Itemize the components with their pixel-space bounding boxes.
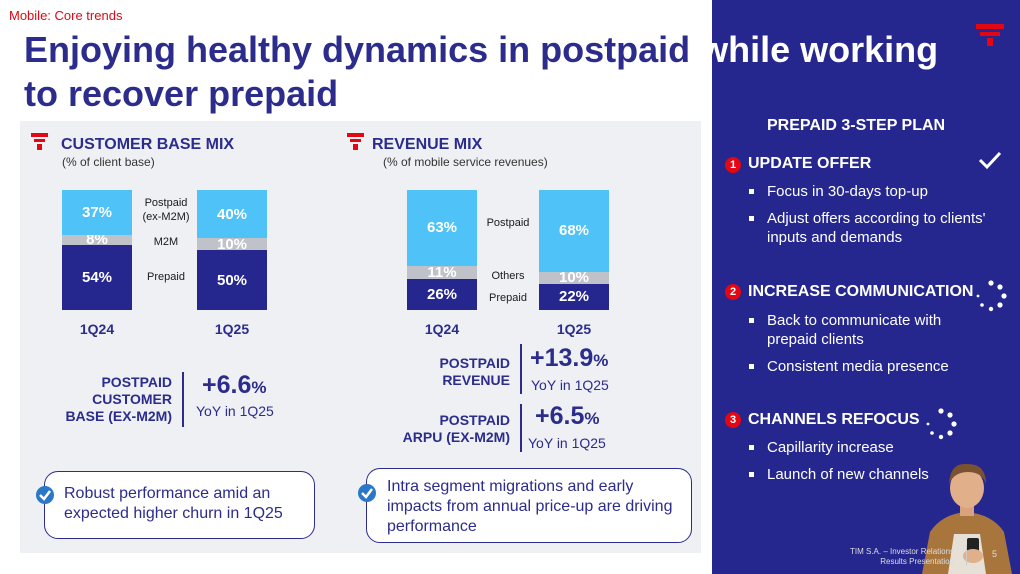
- kpi-postpaid-arpu-label: POSTPAID ARPU (EX-M2M): [380, 412, 510, 446]
- kpi-customer-base-value: +6.6%: [202, 371, 266, 400]
- step-bullet: Launch of new channels: [749, 465, 967, 484]
- footer: TIM S.A. – Investor Relations Results Pr…: [850, 547, 954, 567]
- revenue-mix-subtitle: (% of mobile service revenues): [383, 155, 548, 169]
- revenue-mix-segment-postpaid: 68%: [539, 190, 609, 272]
- check-badge-icon: [358, 484, 376, 502]
- kpi-value-unit: %: [593, 351, 609, 370]
- plan-title: PREPAID 3-STEP PLAN: [767, 117, 946, 134]
- step-number-badge: 1: [725, 157, 741, 173]
- kpi-value-number: +6.6: [202, 371, 252, 399]
- kpi-customer-base-label: POSTPAID CUSTOMER BASE (EX-M2M): [40, 374, 172, 425]
- revenue-mix-segment-prepaid: 26%: [407, 278, 477, 310]
- revenue-mix-segment-others: 11%: [407, 264, 477, 281]
- revenue-mix-segment-postpaid: 63%: [407, 190, 477, 266]
- legend-prepaid: Prepaid: [489, 292, 527, 304]
- step-title: CHANNELS REFOCUS: [748, 411, 920, 428]
- page-number: 5: [992, 549, 998, 559]
- title-part1: Enjoying healthy dynamics in postpaid: [24, 29, 691, 70]
- section-topic: Mobile: Core trends: [9, 8, 123, 23]
- step-bullet: Capillarity increase: [749, 438, 967, 457]
- legend-prepaid: Prepaid: [147, 271, 185, 283]
- check-badge-icon: [36, 486, 54, 504]
- title-line2: to recover prepaid: [24, 73, 339, 114]
- customer-base-category-label: 1Q25: [214, 321, 250, 337]
- kpi-value-number: +13.9: [530, 344, 594, 372]
- footer-line: Results Presentation: [880, 557, 955, 566]
- kpi-value-unit: %: [251, 378, 267, 397]
- step-title: INCREASE COMMUNICATION: [748, 283, 974, 300]
- legend-m2m: M2M: [153, 236, 179, 248]
- loading-icon: [926, 408, 957, 440]
- kpi-value-number: +6.5: [535, 402, 585, 430]
- customer-base-callout: Robust performance amid an expected high…: [44, 471, 315, 539]
- customer-base-category-label: 1Q24: [79, 321, 115, 337]
- customer-base-bar-1q24: 54% 8% 37%: [62, 190, 132, 310]
- tim-mark-icon: [347, 133, 364, 150]
- customer-base-segment-prepaid: 54%: [62, 244, 132, 310]
- kpi-postpaid-revenue-label: POSTPAID REVENUE: [400, 355, 510, 389]
- person-with-phone-image: [922, 463, 1012, 574]
- kpi-label-line: POSTPAID: [101, 374, 172, 390]
- legend-postpaid-ex-m2m: Postpaid (ex-M2M): [142, 197, 190, 223]
- step-bullet: Focus in 30-days top-up: [749, 182, 997, 201]
- kpi-label-line: POSTPAID: [439, 355, 510, 371]
- step-title: UPDATE OFFER: [748, 155, 872, 172]
- kpi-divider: [520, 344, 522, 394]
- revenue-mix-title: REVENUE MIX: [372, 136, 483, 153]
- step-bullet: Back to communicate with prepaid clients: [749, 311, 977, 349]
- footer-line: TIM S.A. – Investor Relations: [850, 547, 955, 556]
- step-number-badge: 3: [725, 412, 741, 428]
- legend-others: Others: [491, 270, 525, 282]
- kpi-value-unit: %: [584, 409, 600, 428]
- footer-divider: [966, 545, 967, 565]
- kpi-postpaid-revenue-sub: YoY in 1Q25: [531, 377, 609, 393]
- kpi-label-line: CUSTOMER: [92, 391, 172, 407]
- customer-base-subtitle: (% of client base): [62, 155, 155, 169]
- callout-text: Intra segment migrations and early impac…: [387, 478, 673, 535]
- kpi-label-line: POSTPAID: [439, 412, 510, 428]
- checkmark-icon: [978, 151, 1002, 170]
- kpi-postpaid-arpu-sub: YoY in 1Q25: [528, 435, 606, 451]
- customer-base-title: CUSTOMER BASE MIX: [61, 136, 235, 153]
- kpi-divider: [182, 372, 184, 427]
- tim-mark-icon: [31, 133, 48, 150]
- step-bullet: Consistent media presence: [749, 357, 997, 376]
- callout-text: Robust performance amid an expected high…: [64, 485, 283, 522]
- revenue-mix-bar-1q25: 22% 10% 68%: [539, 190, 609, 310]
- customer-base-segment-postpaid-ex-m2m-: 37%: [62, 190, 132, 235]
- kpi-label-line: REVENUE: [442, 372, 510, 388]
- revenue-mix-category-label: 1Q25: [556, 321, 592, 337]
- revenue-mix-segment-others: 10%: [539, 269, 609, 286]
- page-title: Enjoying healthy dynamics in postpaid wh…: [24, 28, 984, 116]
- customer-base-segment-m2m: 8%: [62, 231, 132, 248]
- kpi-label-line: ARPU (EX-M2M): [402, 429, 510, 445]
- kpi-divider: [520, 404, 522, 452]
- title-part2: while working: [690, 29, 939, 70]
- kpi-customer-base-sub: YoY in 1Q25: [196, 403, 274, 419]
- step-number-badge: 2: [725, 284, 741, 300]
- legend-postpaid: Postpaid: [486, 217, 530, 229]
- customer-base-segment-prepaid: 50%: [197, 250, 267, 310]
- revenue-mix-bar-1q24: 26% 11% 63%: [407, 190, 477, 310]
- step-bullet: Adjust offers according to clients' inpu…: [749, 209, 1007, 247]
- customer-base-segment-postpaid-ex-m2m-: 40%: [197, 190, 267, 238]
- tim-logo-icon: [976, 24, 1004, 46]
- revenue-callout: Intra segment migrations and early impac…: [366, 468, 692, 543]
- kpi-postpaid-revenue-value: +13.9%: [530, 344, 608, 373]
- customer-base-segment-m2m: 10%: [197, 236, 267, 253]
- loading-icon: [976, 280, 1007, 312]
- kpi-label-line: BASE (EX-M2M): [65, 408, 172, 424]
- revenue-mix-segment-prepaid: 22%: [539, 283, 609, 310]
- customer-base-bar-1q25: 50% 10% 40%: [197, 190, 267, 310]
- revenue-mix-category-label: 1Q24: [424, 321, 460, 337]
- kpi-postpaid-arpu-value: +6.5%: [535, 402, 599, 431]
